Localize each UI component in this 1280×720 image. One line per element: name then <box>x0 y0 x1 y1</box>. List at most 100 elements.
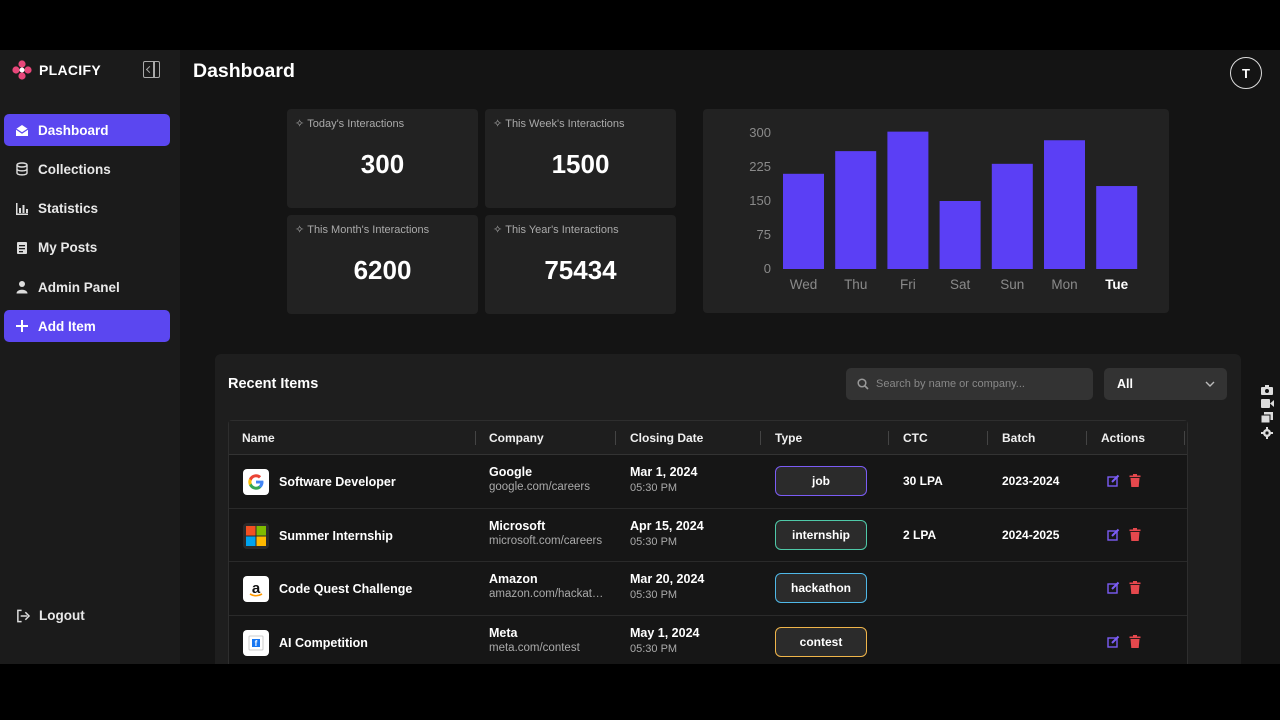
closing-time: 05:30 PM <box>630 482 678 494</box>
column-header-batch[interactable]: Batch <box>1002 431 1036 445</box>
row-actions <box>1107 527 1141 541</box>
svg-text:a: a <box>252 580 261 597</box>
logout-button[interactable]: Logout <box>16 608 85 623</box>
column-divider[interactable] <box>475 431 476 445</box>
chart-bar-mon[interactable] <box>1044 140 1085 269</box>
column-divider[interactable] <box>1086 431 1087 445</box>
type-badge: contest <box>775 626 867 657</box>
camera-icon[interactable] <box>1261 385 1273 395</box>
column-divider[interactable] <box>760 431 761 445</box>
closing-date-cell: Mar 1, 2024 05:30 PM <box>630 465 697 494</box>
company-link[interactable]: amazon.com/hackathon <box>489 588 607 600</box>
company-link[interactable]: meta.com/contest <box>489 641 580 654</box>
sidebar-item-label: Collections <box>38 161 111 177</box>
document-icon <box>15 241 29 255</box>
table-row[interactable]: Software Developer Google google.com/car… <box>229 455 1187 509</box>
gear-icon[interactable] <box>1261 427 1273 439</box>
sidebar-nav: Dashboard Collections Statistics My Post… <box>4 114 170 350</box>
stat-label-text: This Month's Interactions <box>307 223 430 236</box>
company-cell: Amazon amazon.com/hackathon <box>489 572 607 600</box>
edit-icon[interactable] <box>1107 635 1120 648</box>
avatar[interactable]: T <box>1230 57 1262 89</box>
closing-date: Mar 20, 2024 <box>630 572 705 586</box>
sparkle-icon: ✧ <box>295 118 305 130</box>
stat-label: ✧ Today's Interactions <box>295 117 405 131</box>
floating-toolbar <box>1259 385 1275 439</box>
edit-icon[interactable] <box>1107 474 1120 487</box>
column-header-name[interactable]: Name <box>242 431 275 445</box>
chart-bar-tue[interactable] <box>1096 186 1138 269</box>
x-tick-label: Wed <box>790 277 818 292</box>
column-header-ctc[interactable]: CTC <box>903 431 928 445</box>
recent-items-table: Name Company Closing Date Type CTC Batch… <box>228 420 1188 664</box>
x-tick-label: Thu <box>844 277 867 292</box>
stat-label-text: This Week's Interactions <box>505 117 625 130</box>
chart-bar-fri[interactable] <box>887 131 929 269</box>
table-row[interactable]: f AI Competition Meta meta.com/contest M… <box>229 615 1187 664</box>
type-filter-select[interactable]: All <box>1104 368 1227 400</box>
stat-card-month: ✧ This Month's Interactions 6200 <box>287 215 478 314</box>
company-link[interactable]: microsoft.com/careers <box>489 534 603 547</box>
interactions-chart: 0 75 150 225 300 Wed Thu Fri Sat Sun Mon Tue <box>703 109 1169 313</box>
delete-icon[interactable] <box>1129 474 1141 487</box>
collapse-sidebar-icon[interactable] <box>143 61 160 78</box>
closing-date: Apr 15, 2024 <box>630 518 704 533</box>
sidebar-item-label: Dashboard <box>38 122 109 138</box>
search-box[interactable] <box>846 368 1093 400</box>
stat-label-text: This Year's Interactions <box>505 223 619 236</box>
recent-items-title: Recent Items <box>228 376 319 392</box>
edit-icon[interactable] <box>1107 581 1120 594</box>
column-header-company[interactable]: Company <box>489 431 544 445</box>
delete-icon[interactable] <box>1129 527 1141 541</box>
google-logo-icon <box>243 469 269 495</box>
chart-bar-sat[interactable] <box>939 201 981 269</box>
item-name: Summer Internship <box>279 528 393 543</box>
amazon-logo-icon: a <box>243 576 269 602</box>
delete-icon[interactable] <box>1129 634 1141 648</box>
company-name: Meta <box>489 625 518 640</box>
sidebar-item-dashboard[interactable]: Dashboard <box>4 114 170 146</box>
stat-value: 6200 <box>353 255 412 285</box>
sidebar-item-admin-panel[interactable]: Admin Panel <box>4 271 170 303</box>
chart-bar-wed[interactable] <box>783 173 824 269</box>
column-divider[interactable] <box>615 431 616 445</box>
type-badge: hackathon <box>775 573 867 603</box>
column-header-actions: Actions <box>1101 431 1146 445</box>
sidebar-item-statistics[interactable]: Statistics <box>4 193 170 225</box>
brand-logo-icon <box>12 60 32 80</box>
column-divider[interactable] <box>987 431 988 445</box>
company-cell: Meta meta.com/contest <box>489 626 607 654</box>
sidebar-item-add-item[interactable]: Add Item <box>4 310 170 343</box>
chart-bar-thu[interactable] <box>835 151 877 269</box>
stat-value: 300 <box>360 149 405 179</box>
batch-value: 2024-2025 <box>1002 527 1060 542</box>
sidebar-item-collections[interactable]: Collections <box>4 153 170 185</box>
video-icon[interactable] <box>1260 399 1274 408</box>
item-name-cell: Summer Internship <box>243 522 393 549</box>
y-tick-label: 300 <box>749 125 771 140</box>
bar-chart-icon <box>15 202 29 216</box>
column-divider[interactable] <box>1184 431 1185 445</box>
sparkle-icon: ✧ <box>493 224 503 236</box>
brand[interactable]: PLACIFY <box>12 60 101 80</box>
column-divider[interactable] <box>888 431 889 445</box>
edit-icon[interactable] <box>1107 528 1120 541</box>
ctc-value: 30 LPA <box>903 474 943 488</box>
sparkle-icon: ✧ <box>493 118 503 130</box>
y-tick-label: 150 <box>749 193 771 208</box>
search-input[interactable] <box>876 378 1076 390</box>
sidebar-item-my-posts[interactable]: My Posts <box>4 232 170 264</box>
table-row[interactable]: Summer Internship Microsoft microsoft.co… <box>229 508 1187 562</box>
company-link[interactable]: google.com/careers <box>489 481 590 493</box>
column-header-closing-date[interactable]: Closing Date <box>630 431 704 445</box>
column-header-type[interactable]: Type <box>775 431 803 445</box>
sidebar-item-label: Statistics <box>38 201 99 217</box>
chart-bar-sun[interactable] <box>991 163 1033 269</box>
stat-label-text: Today's Interactions <box>307 117 405 130</box>
item-name: AI Competition <box>279 635 368 650</box>
meta-logo-icon: f <box>243 629 269 656</box>
table-row[interactable]: a Code Quest Challenge Amazon amazon.com… <box>229 562 1187 616</box>
copy-icon[interactable] <box>1261 412 1273 423</box>
avatar-initial: T <box>1242 65 1250 81</box>
delete-icon[interactable] <box>1129 581 1141 594</box>
